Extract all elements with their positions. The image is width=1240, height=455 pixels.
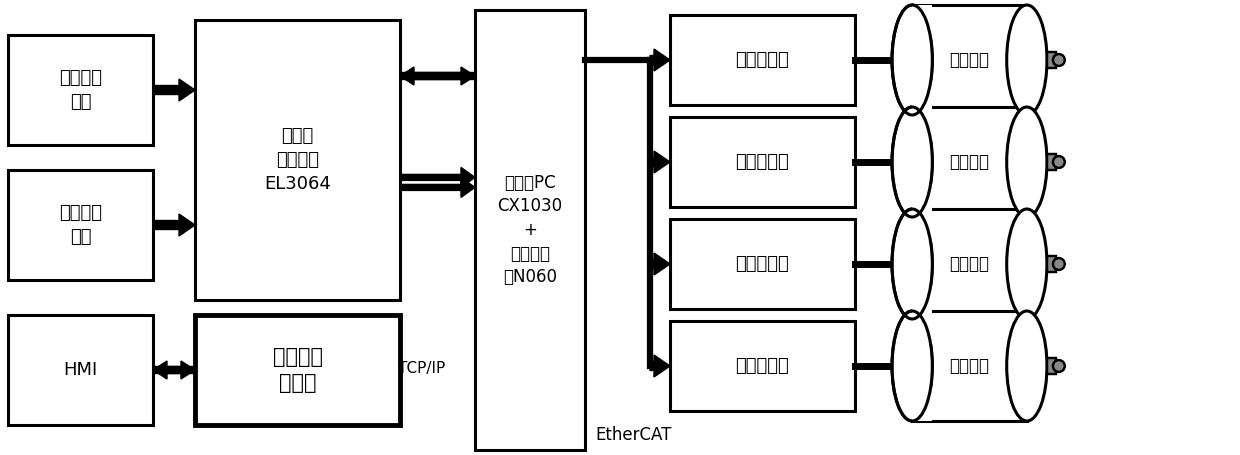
Bar <box>913 107 1027 217</box>
Bar <box>195 315 401 425</box>
FancyArrow shape <box>153 79 195 101</box>
Bar <box>913 311 1027 421</box>
Bar <box>913 5 1027 115</box>
Bar <box>1047 52 1056 68</box>
Ellipse shape <box>1053 54 1065 66</box>
Bar <box>195 20 401 300</box>
Ellipse shape <box>1007 107 1047 217</box>
Text: 伺服电机: 伺服电机 <box>950 153 990 171</box>
Ellipse shape <box>1053 156 1065 168</box>
Bar <box>7 170 153 280</box>
Bar <box>1047 154 1056 170</box>
Text: 伺服电机: 伺服电机 <box>950 255 990 273</box>
Text: 专用运动
控制器: 专用运动 控制器 <box>273 347 322 393</box>
Bar <box>670 15 856 105</box>
Text: TCP/IP: TCP/IP <box>398 360 445 375</box>
Text: 伺服电机: 伺服电机 <box>950 357 990 375</box>
Ellipse shape <box>1007 209 1047 319</box>
Text: HMI: HMI <box>63 361 98 379</box>
FancyArrow shape <box>153 361 195 379</box>
Bar <box>913 107 932 217</box>
Ellipse shape <box>1007 5 1047 115</box>
Text: 全向操纵
手柄: 全向操纵 手柄 <box>60 69 102 111</box>
Text: 伺服驱动器: 伺服驱动器 <box>735 255 790 273</box>
Text: 伺服驱动器: 伺服驱动器 <box>735 153 790 171</box>
Text: 伺服电机: 伺服电机 <box>950 51 990 69</box>
Bar <box>670 117 856 207</box>
Bar <box>7 315 153 425</box>
FancyArrow shape <box>401 67 475 85</box>
Ellipse shape <box>892 5 932 115</box>
Text: 模拟量
输入模块
EL3064: 模拟量 输入模块 EL3064 <box>264 127 331 192</box>
Text: 伺服驱动器: 伺服驱动器 <box>735 51 790 69</box>
Ellipse shape <box>892 209 932 319</box>
Bar <box>913 311 932 421</box>
Ellipse shape <box>1007 311 1047 421</box>
Bar <box>7 35 153 145</box>
Bar <box>913 209 1027 319</box>
Bar <box>670 321 856 411</box>
FancyArrow shape <box>153 361 195 379</box>
FancyArrow shape <box>650 151 670 173</box>
Ellipse shape <box>1053 360 1065 372</box>
FancyArrow shape <box>650 49 670 71</box>
Bar <box>913 209 932 319</box>
FancyArrow shape <box>153 214 195 236</box>
Bar <box>913 5 932 115</box>
Text: EtherCAT: EtherCAT <box>595 426 671 444</box>
Bar <box>1047 256 1056 272</box>
Text: 伺服驱动器: 伺服驱动器 <box>735 357 790 375</box>
FancyArrow shape <box>650 355 670 377</box>
FancyArrow shape <box>401 67 475 85</box>
Bar <box>475 10 585 450</box>
FancyArrow shape <box>401 177 475 197</box>
FancyArrow shape <box>650 253 670 275</box>
Bar <box>1047 358 1056 374</box>
Bar <box>670 219 856 309</box>
FancyArrow shape <box>401 167 475 187</box>
Ellipse shape <box>1053 258 1065 270</box>
Text: 嵌入式PC
CX1030
+
以太网模
块N060: 嵌入式PC CX1030 + 以太网模 块N060 <box>497 174 563 286</box>
Text: 单向操纵
手柄: 单向操纵 手柄 <box>60 204 102 246</box>
Ellipse shape <box>892 107 932 217</box>
Ellipse shape <box>892 311 932 421</box>
